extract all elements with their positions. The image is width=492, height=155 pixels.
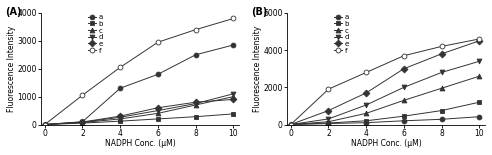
d <box>401 86 407 88</box>
e <box>363 92 369 94</box>
c <box>193 104 199 106</box>
a <box>230 44 236 46</box>
f <box>42 124 48 125</box>
e <box>439 53 445 55</box>
c <box>401 99 407 101</box>
b <box>80 122 86 124</box>
a <box>476 116 482 118</box>
c <box>439 87 445 89</box>
a <box>288 124 294 125</box>
Line: a: a <box>42 43 236 127</box>
a <box>42 124 48 125</box>
c <box>117 118 123 120</box>
d <box>155 110 161 111</box>
Line: f: f <box>42 16 236 127</box>
a <box>401 120 407 122</box>
Line: b: b <box>288 100 482 127</box>
Line: d: d <box>42 91 236 127</box>
d <box>117 116 123 118</box>
f <box>230 18 236 19</box>
Line: e: e <box>42 97 236 127</box>
Text: (B): (B) <box>251 7 268 17</box>
d <box>42 124 48 125</box>
f <box>155 41 161 43</box>
Line: c: c <box>288 74 482 127</box>
e <box>230 98 236 100</box>
c <box>80 122 86 124</box>
f <box>193 29 199 31</box>
b <box>326 122 332 124</box>
f <box>401 55 407 57</box>
e <box>80 121 86 123</box>
e <box>326 110 332 111</box>
e <box>288 124 294 125</box>
a <box>439 118 445 120</box>
Text: (A): (A) <box>5 7 22 17</box>
b <box>117 120 123 122</box>
d <box>230 93 236 95</box>
f <box>326 88 332 90</box>
c <box>326 121 332 123</box>
c <box>230 96 236 97</box>
f <box>80 94 86 96</box>
d <box>326 118 332 120</box>
e <box>155 107 161 109</box>
c <box>476 75 482 77</box>
Line: d: d <box>288 59 482 127</box>
d <box>476 60 482 62</box>
c <box>363 112 369 114</box>
f <box>439 45 445 47</box>
c <box>42 124 48 125</box>
a <box>155 73 161 75</box>
a <box>326 123 332 124</box>
b <box>476 101 482 103</box>
e <box>117 115 123 117</box>
d <box>80 121 86 123</box>
e <box>193 101 199 103</box>
X-axis label: NADPH Conc. (μM): NADPH Conc. (μM) <box>105 139 176 148</box>
X-axis label: NADPH Conc. (μM): NADPH Conc. (μM) <box>351 139 422 148</box>
b <box>363 120 369 122</box>
Line: b: b <box>42 111 236 127</box>
f <box>117 66 123 68</box>
a <box>117 87 123 89</box>
a <box>193 54 199 56</box>
e <box>42 124 48 125</box>
b <box>155 118 161 120</box>
c <box>155 112 161 114</box>
d <box>363 104 369 106</box>
Line: a: a <box>288 114 482 127</box>
f <box>288 124 294 125</box>
b <box>42 124 48 125</box>
e <box>401 68 407 70</box>
f <box>363 71 369 73</box>
d <box>439 71 445 73</box>
Legend: a, b, c, d, e, f: a, b, c, d, e, f <box>334 14 349 54</box>
Line: c: c <box>42 94 236 127</box>
c <box>288 124 294 125</box>
Legend: a, b, c, d, e, f: a, b, c, d, e, f <box>88 14 103 54</box>
f <box>476 38 482 40</box>
a <box>363 122 369 124</box>
Y-axis label: Fluorescence Intensity: Fluorescence Intensity <box>253 26 262 112</box>
b <box>288 124 294 125</box>
Line: f: f <box>288 37 482 127</box>
b <box>401 115 407 117</box>
d <box>288 124 294 125</box>
a <box>80 121 86 123</box>
Y-axis label: Fluorescence Intensity: Fluorescence Intensity <box>7 26 16 112</box>
Line: e: e <box>288 38 482 127</box>
e <box>476 40 482 42</box>
b <box>193 116 199 118</box>
b <box>439 110 445 111</box>
d <box>193 103 199 104</box>
b <box>230 113 236 115</box>
